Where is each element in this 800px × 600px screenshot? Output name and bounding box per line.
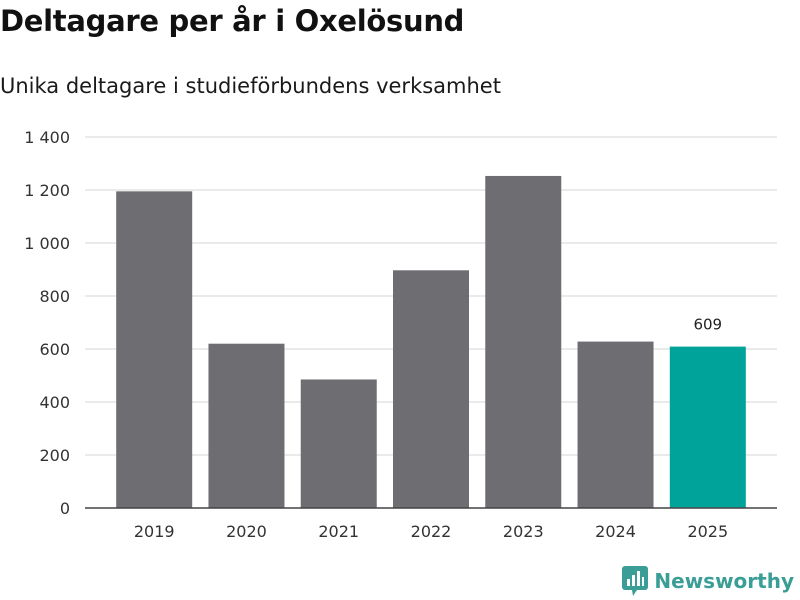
x-tick-label: 2025: [687, 522, 728, 541]
y-tick-label: 800: [39, 287, 70, 306]
y-tick-label: 400: [39, 393, 70, 412]
bar: [208, 343, 285, 508]
y-tick-label: 1 400: [24, 128, 70, 147]
bar: [393, 270, 469, 508]
y-tick-label: 1 200: [24, 181, 70, 200]
x-tick-label: 2022: [411, 522, 452, 541]
newsworthy-logo-icon: [622, 566, 649, 596]
data-label: 609: [693, 316, 722, 334]
y-tick-label: 200: [39, 446, 70, 465]
bar: [577, 341, 654, 508]
x-tick-label: 2021: [318, 522, 359, 541]
bar: [485, 175, 562, 508]
x-tick-label: 2024: [595, 522, 636, 541]
brand-logo: Newsworthy: [622, 566, 794, 596]
y-tick-label: 600: [39, 340, 70, 359]
bar: [300, 379, 377, 508]
chart-title: Deltagare per år i Oxelösund: [0, 4, 465, 38]
y-tick-label: 0: [60, 499, 70, 518]
bar: [116, 191, 193, 508]
x-tick-label: 2023: [503, 522, 544, 541]
x-tick-label: 2020: [226, 522, 267, 541]
chart-subtitle: Unika deltagare i studieförbundens verks…: [0, 74, 501, 98]
brand-name: Newsworthy: [654, 569, 794, 593]
x-tick-label: 2019: [134, 522, 175, 541]
y-tick-label: 1 000: [24, 234, 70, 253]
bar: [669, 346, 746, 508]
